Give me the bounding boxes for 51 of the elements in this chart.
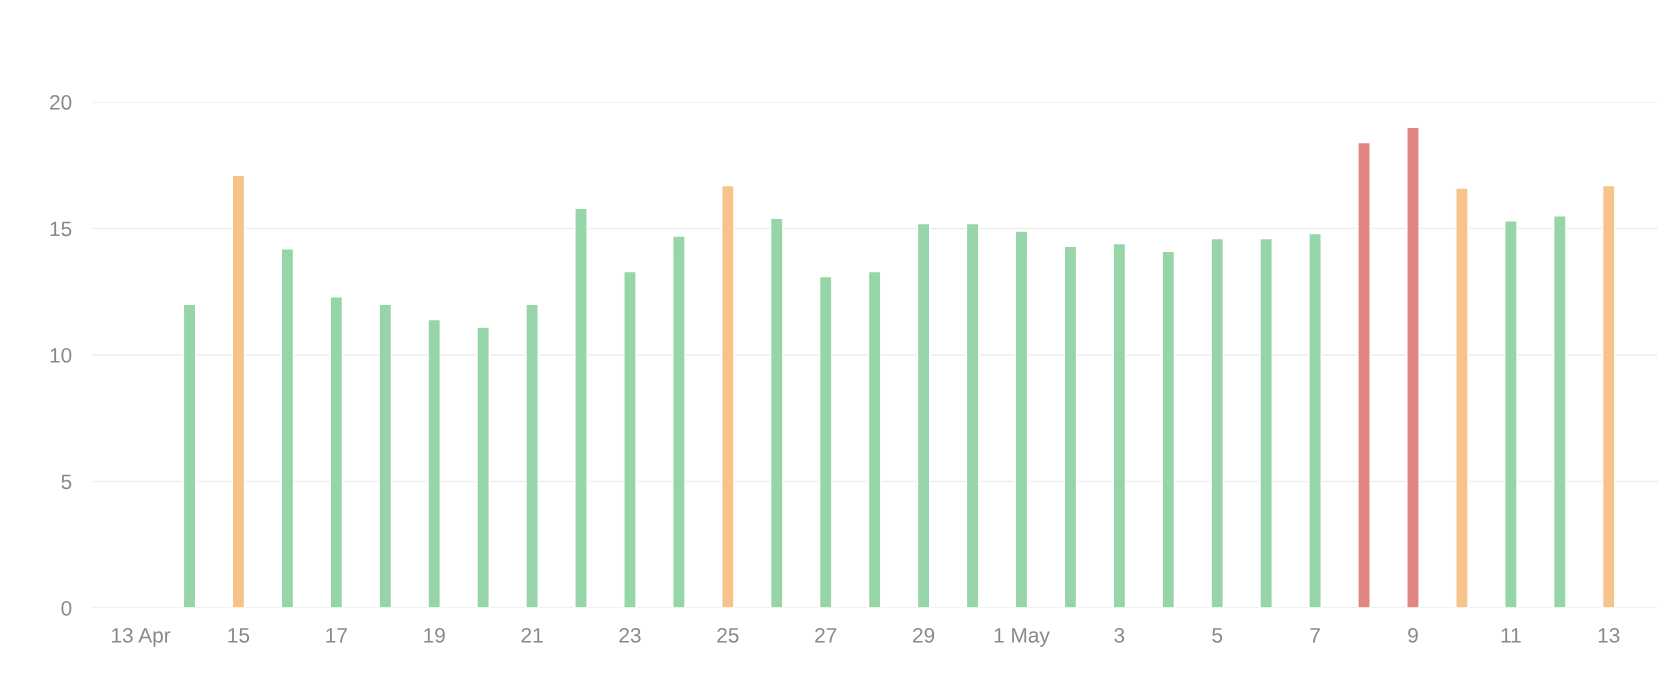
bar — [1259, 237, 1273, 608]
bar — [1161, 250, 1176, 608]
x-tick-label: 3 — [1114, 627, 1125, 643]
x-tick-label: 9 — [1408, 627, 1418, 643]
bar — [623, 270, 637, 608]
bar — [1504, 220, 1518, 608]
y-tick-label: 0 — [61, 600, 72, 616]
bar — [916, 222, 931, 608]
bar — [378, 303, 393, 608]
x-tick-label: 13 Apr — [112, 627, 171, 647]
bar — [1308, 232, 1322, 608]
bar — [769, 217, 784, 608]
y-tick-label: 15 — [50, 221, 72, 237]
bar — [427, 318, 442, 608]
x-tick-label: 23 — [619, 627, 641, 643]
x-tick-label: 13 — [1598, 627, 1620, 643]
x-tick-label: 21 — [521, 627, 543, 643]
x-tick-label: 1 May — [994, 628, 1050, 647]
y-tick-label: 10 — [50, 347, 72, 363]
bar — [1406, 126, 1420, 608]
bar — [574, 207, 588, 608]
x-tick-label: 27 — [815, 627, 837, 643]
bar — [672, 235, 686, 608]
x-tick-label: 29 — [913, 627, 935, 643]
x-tick-label: 15 — [228, 628, 250, 643]
bar — [182, 303, 197, 608]
bar — [867, 270, 882, 608]
bar — [231, 174, 246, 608]
bar — [329, 296, 344, 608]
x-tick-label: 7 — [1310, 628, 1320, 643]
x-tick-label: 25 — [717, 627, 739, 643]
x-tick-label: 11 — [1501, 628, 1521, 643]
bar — [1210, 237, 1225, 608]
bar — [280, 248, 295, 608]
bar — [818, 275, 833, 608]
bar — [1552, 215, 1567, 608]
bar — [525, 303, 539, 608]
y-tick-label: 5 — [61, 474, 72, 490]
x-tick-label: 17 — [326, 628, 347, 643]
bar — [1063, 245, 1078, 608]
bar — [721, 184, 735, 608]
bar — [1601, 184, 1616, 608]
bar — [1014, 230, 1029, 608]
bar — [476, 326, 490, 608]
x-tick-label: 19 — [424, 627, 445, 643]
y-tick-label: 20 — [50, 95, 72, 110]
bar — [1455, 187, 1469, 608]
bar — [1357, 141, 1371, 608]
x-tick-label: 5 — [1212, 628, 1223, 643]
bar — [1112, 242, 1127, 608]
bar — [965, 222, 980, 608]
